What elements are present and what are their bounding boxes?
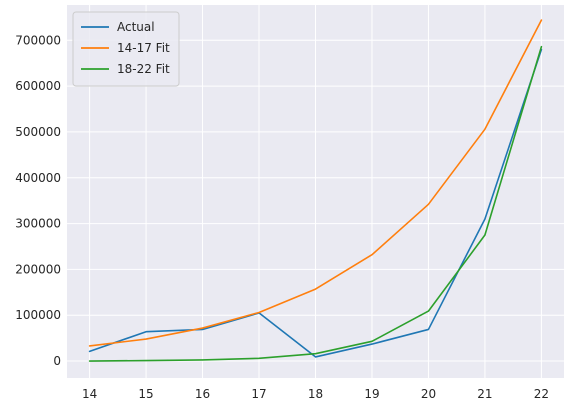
y-tick-label: 100000 xyxy=(15,308,61,322)
legend-label-3: 18-22 Fit xyxy=(117,62,170,76)
series-line-3 xyxy=(88,45,543,362)
y-tick-label: 600000 xyxy=(15,79,61,93)
y-tick-label: 300000 xyxy=(15,217,61,231)
legend-label-2: 14-17 Fit xyxy=(117,41,170,55)
x-tick-label: 20 xyxy=(421,387,436,401)
legend-label-1: Actual xyxy=(117,20,155,34)
y-tick-label: 200000 xyxy=(15,262,61,276)
y-tick-label: 500000 xyxy=(15,125,61,139)
series-layer xyxy=(88,19,543,362)
x-tick-label: 19 xyxy=(364,387,379,401)
legend-box xyxy=(72,11,180,87)
y-tick-label: 0 xyxy=(53,354,61,368)
y-tick-label: 400000 xyxy=(15,171,61,185)
x-tick-label: 17 xyxy=(251,387,266,401)
series-line-2 xyxy=(88,19,543,347)
x-tick-label: 21 xyxy=(477,387,492,401)
series-line-1 xyxy=(88,48,543,358)
x-tick-label: 22 xyxy=(534,387,549,401)
x-tick-label: 15 xyxy=(138,387,153,401)
grid-layer xyxy=(67,5,564,378)
x-tick-label: 16 xyxy=(195,387,210,401)
y-axis-ticks: 0 100000 200000 300000 400000 500000 600000 700… xyxy=(15,33,61,368)
y-tick-label: 700000 xyxy=(15,33,61,47)
legend: Actual 14-17 Fit 18-22 Fit xyxy=(72,11,180,87)
x-tick-label: 18 xyxy=(308,387,323,401)
x-axis-ticks: 14 15 16 17 18 19 20 21 22 xyxy=(82,387,549,401)
x-tick-label: 14 xyxy=(82,387,97,401)
